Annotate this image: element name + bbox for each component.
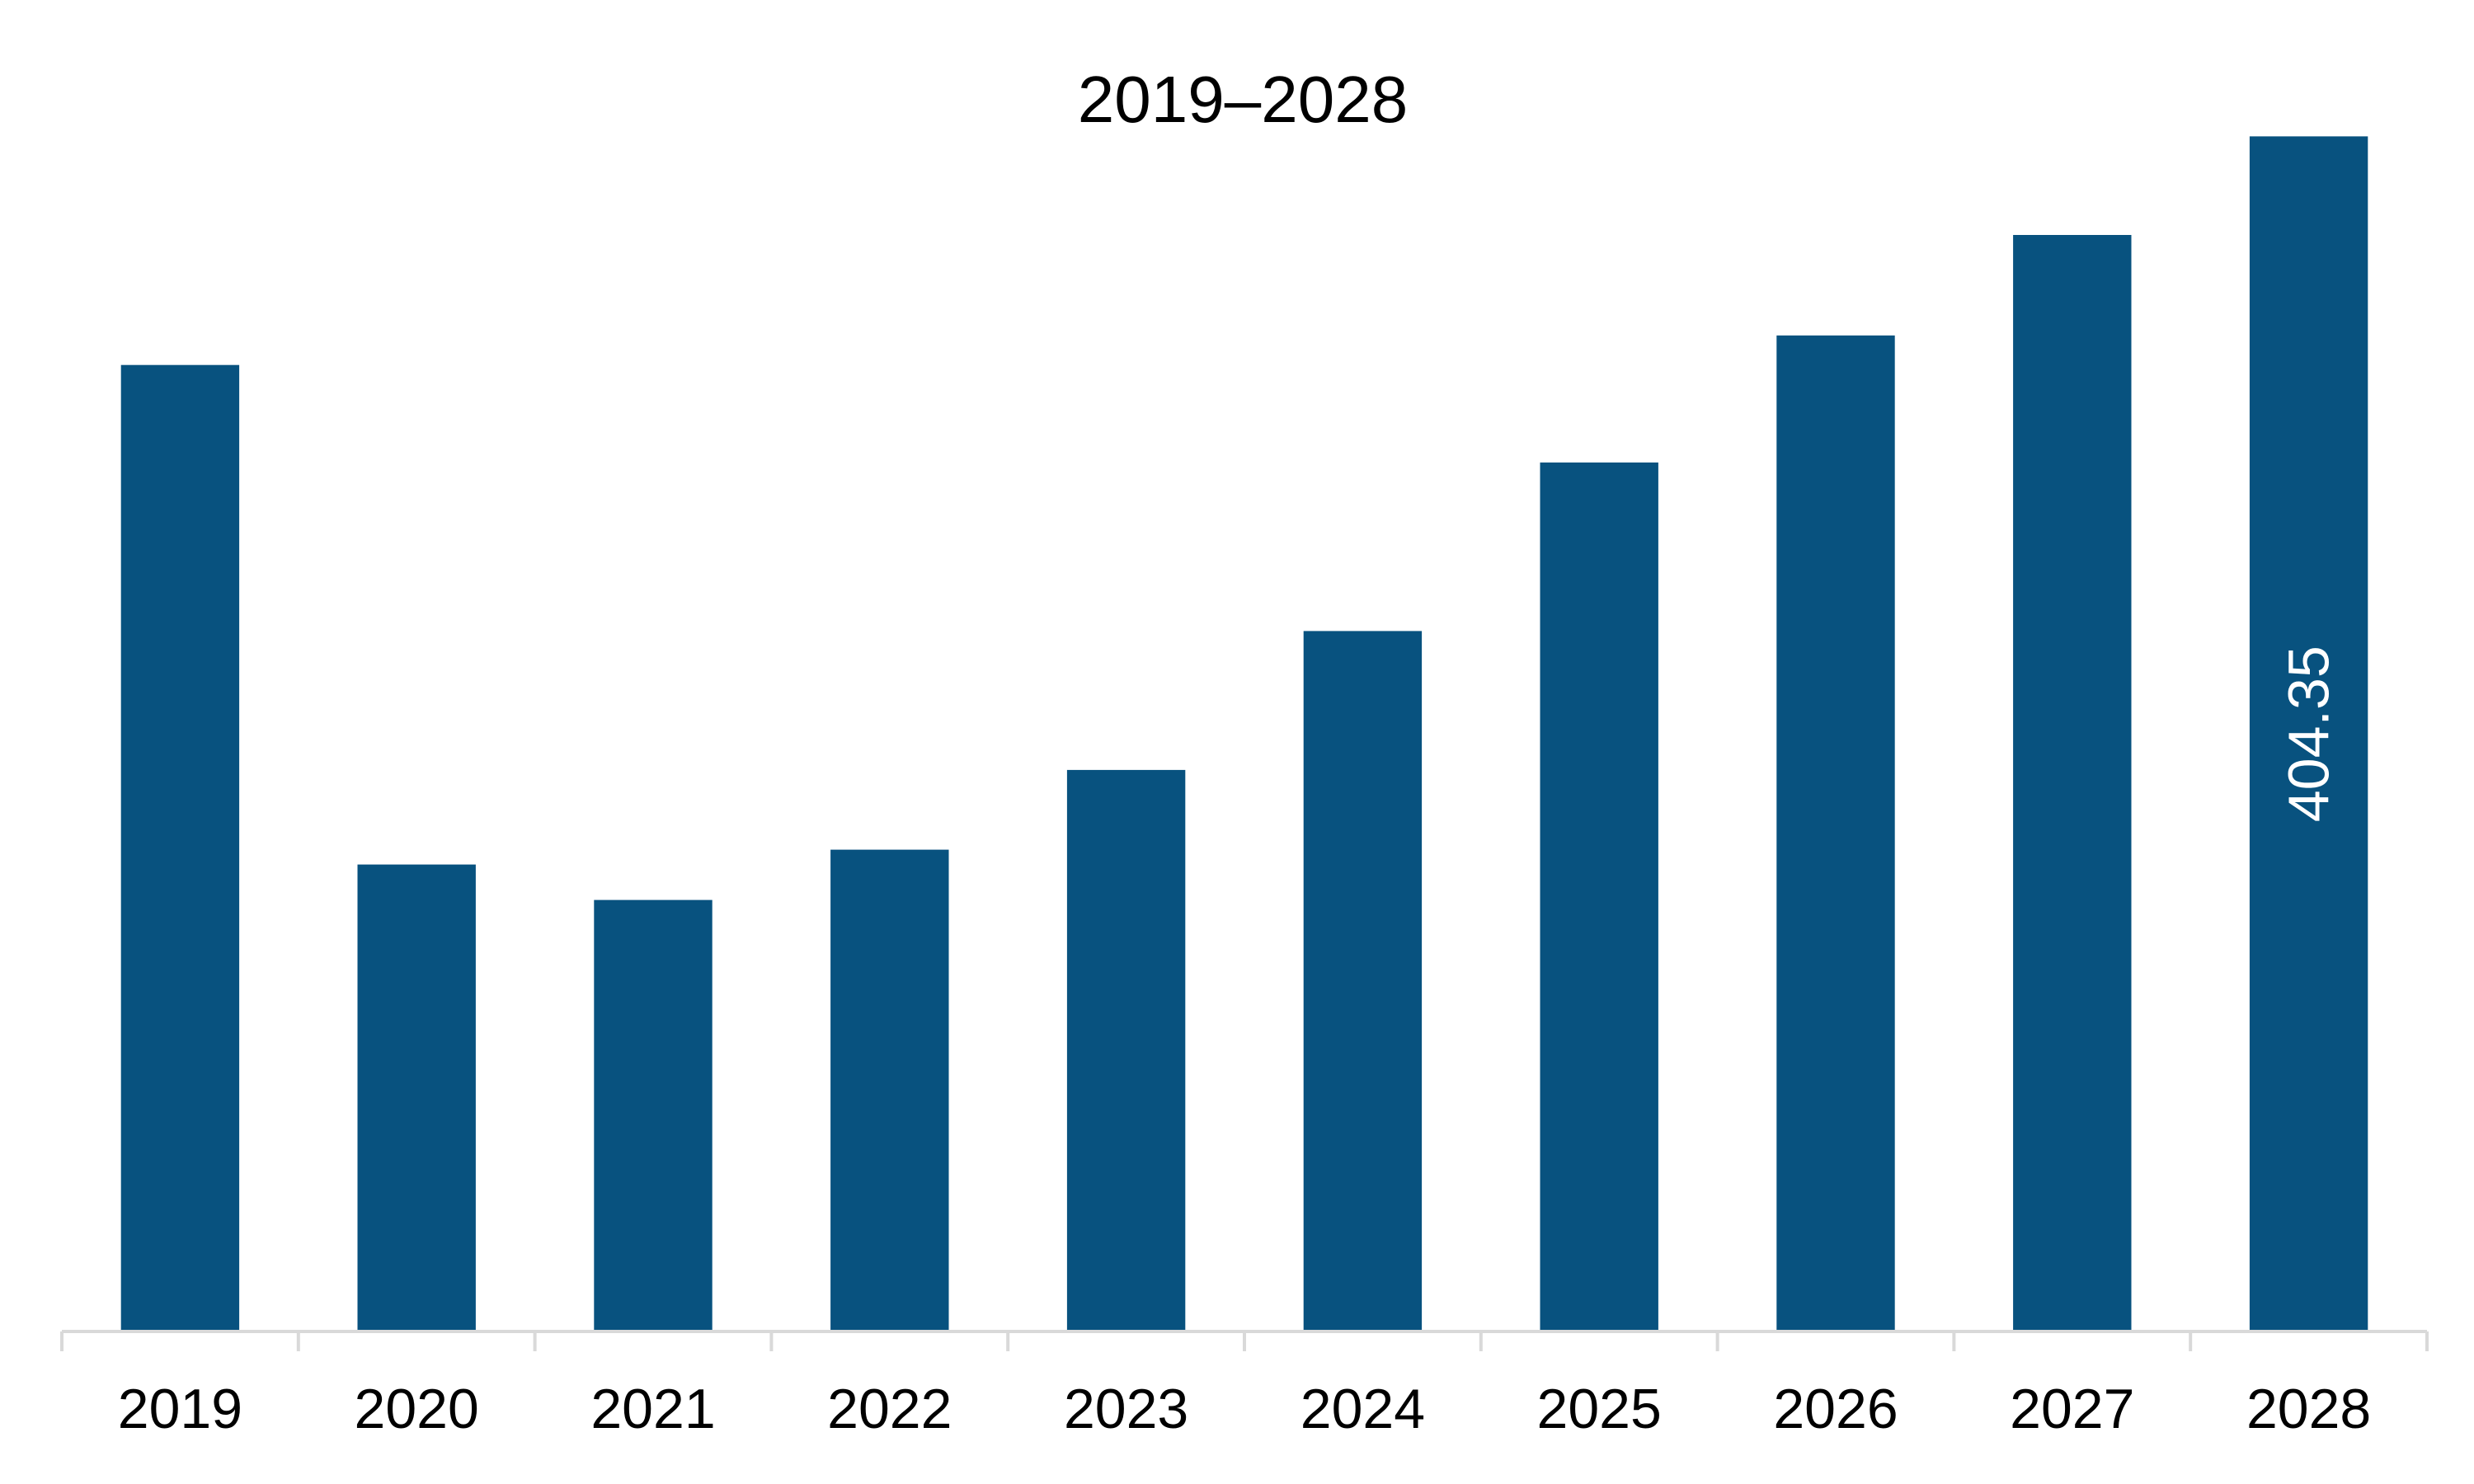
x-tick-label-2019: 2019 bbox=[118, 1378, 242, 1440]
bar-2023 bbox=[1066, 769, 1186, 1331]
x-tick-label-2020: 2020 bbox=[355, 1378, 479, 1440]
bar-2019 bbox=[120, 364, 240, 1332]
x-tick-label-2021: 2021 bbox=[590, 1378, 715, 1440]
bar-2024 bbox=[1303, 631, 1423, 1331]
bar-2021 bbox=[594, 899, 713, 1331]
bar-2025 bbox=[1540, 463, 1658, 1331]
data-label-2028: 404.35 bbox=[2277, 646, 2341, 822]
x-tick-label-2022: 2022 bbox=[827, 1378, 952, 1440]
x-tick-label-2023: 2023 bbox=[1064, 1378, 1188, 1440]
x-axis: 2019 2020 2021 2022 2023 2024 2025 2026 2027 2028 bbox=[60, 1330, 2429, 1440]
bar-2020 bbox=[357, 864, 476, 1331]
chart-title: 2019–2028 bbox=[1078, 63, 1408, 136]
x-tick-label-2027: 2027 bbox=[2010, 1378, 2134, 1440]
bar-2028 bbox=[2249, 136, 2368, 1331]
bars-layer bbox=[120, 136, 2368, 1332]
x-tick-label-2025: 2025 bbox=[1537, 1378, 1662, 1440]
x-tick-label-2026: 2026 bbox=[1773, 1378, 1898, 1440]
bar-2026 bbox=[1776, 335, 1895, 1331]
bar-2027 bbox=[2013, 235, 2132, 1331]
bar-2022 bbox=[830, 849, 949, 1331]
x-tick-label-2028: 2028 bbox=[2246, 1378, 2371, 1440]
x-tick-label-2024: 2024 bbox=[1300, 1378, 1425, 1440]
data-labels-layer: 404.35 bbox=[2277, 646, 2341, 822]
